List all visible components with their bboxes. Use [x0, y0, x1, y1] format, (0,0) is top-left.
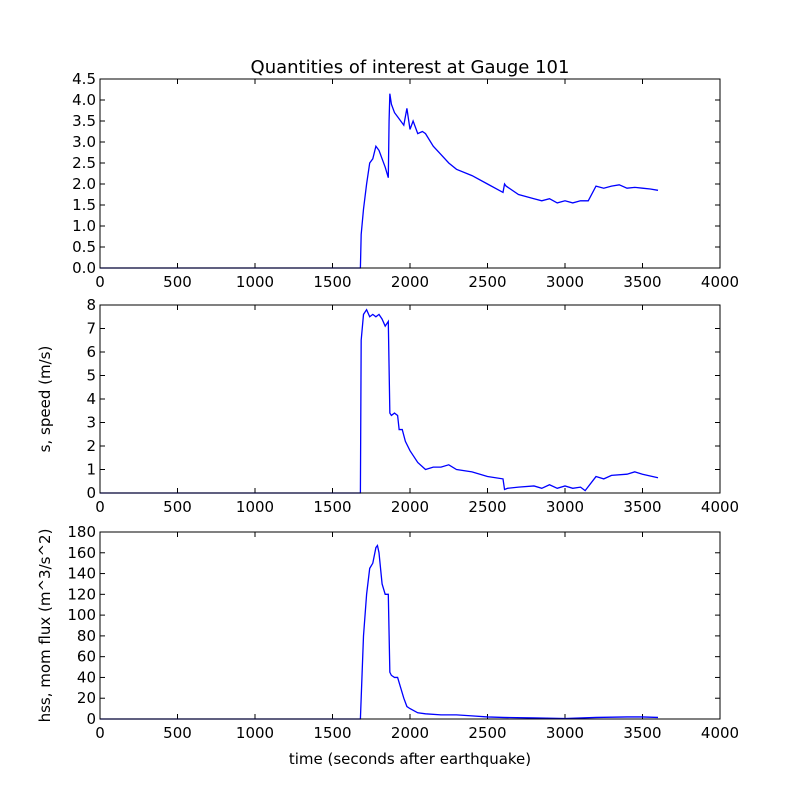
- y-tick-label: 2: [86, 437, 96, 455]
- y-tick-label: 4.5: [72, 70, 96, 88]
- y-tick-label: 20: [77, 689, 96, 707]
- x-tick-label: 2500: [468, 273, 506, 291]
- x-tick-label: 3000: [546, 498, 584, 516]
- axes-frame: [99, 531, 721, 720]
- x-tick-label: 0: [95, 724, 105, 742]
- x-tick-label: 1500: [313, 724, 351, 742]
- x-tick-label: 0: [95, 498, 105, 516]
- x-tick-label: 3500: [623, 724, 661, 742]
- x-tick-label: 1500: [313, 498, 351, 516]
- x-tick-label: 1500: [313, 273, 351, 291]
- data-line: [100, 308, 659, 494]
- y-tick-label: 1.5: [72, 196, 96, 214]
- y-tick-label: 3.5: [72, 112, 96, 130]
- y-tick-label: 0.5: [72, 238, 96, 256]
- x-tick-label: 500: [163, 498, 192, 516]
- y-tick-label: 3.0: [72, 133, 96, 151]
- y-tick-label: 40: [77, 668, 96, 686]
- data-line: [100, 543, 659, 720]
- y-tick-label: 0: [86, 484, 96, 502]
- y-tick-label: 3: [86, 414, 96, 432]
- x-tick-label: 2000: [391, 498, 429, 516]
- y-tick-label: 4.0: [72, 91, 96, 109]
- chart-title: Quantities of interest at Gauge 101: [251, 57, 570, 78]
- y-tick-label: 80: [77, 627, 96, 645]
- x-tick-label: 1000: [236, 273, 274, 291]
- y-tick-label: 4: [86, 390, 96, 408]
- y-tick-label: 0: [86, 710, 96, 728]
- y-tick-label: 160: [67, 544, 96, 562]
- y-axis-label: hss, mom flux (m^3/s^2): [36, 529, 54, 723]
- y-tick-label: 0.0: [72, 259, 96, 277]
- y-tick-label: 7: [86, 320, 96, 338]
- y-tick-label: 60: [77, 648, 96, 666]
- x-tick-label: 3500: [623, 498, 661, 516]
- x-tick-label: 1000: [236, 498, 274, 516]
- x-tick-label: 2000: [391, 273, 429, 291]
- x-tick-label: 500: [163, 724, 192, 742]
- x-tick-label: 500: [163, 273, 192, 291]
- x-tick-label: 0: [95, 273, 105, 291]
- y-tick-label: 120: [67, 585, 96, 603]
- y-tick-label: 100: [67, 606, 96, 624]
- x-tick-label: 3000: [546, 273, 584, 291]
- y-tick-label: 2.5: [72, 154, 96, 172]
- y-tick-label: 2.0: [72, 175, 96, 193]
- y-tick-label: 5: [86, 367, 96, 385]
- x-tick-label: 2000: [391, 724, 429, 742]
- axes-frame: [99, 78, 721, 269]
- y-tick-label: 8: [86, 296, 96, 314]
- x-tick-label: 3000: [546, 724, 584, 742]
- y-axis-label: s, speed (m/s): [36, 346, 54, 453]
- x-tick-label: 2500: [468, 498, 506, 516]
- x-tick-label: 4000: [701, 498, 739, 516]
- x-tick-label: 1000: [236, 724, 274, 742]
- x-tick-label: 4000: [701, 273, 739, 291]
- x-tick-label: 2500: [468, 724, 506, 742]
- y-tick-label: 140: [67, 565, 96, 583]
- data-line: [100, 93, 659, 269]
- y-tick-label: 1: [86, 461, 96, 479]
- axes-frame: [99, 304, 721, 494]
- x-tick-label: 4000: [701, 724, 739, 742]
- y-tick-label: 6: [86, 343, 96, 361]
- x-axis-label: time (seconds after earthquake): [289, 750, 531, 768]
- y-tick-label: 180: [67, 523, 96, 541]
- y-tick-label: 1.0: [72, 217, 96, 235]
- x-tick-label: 3500: [623, 273, 661, 291]
